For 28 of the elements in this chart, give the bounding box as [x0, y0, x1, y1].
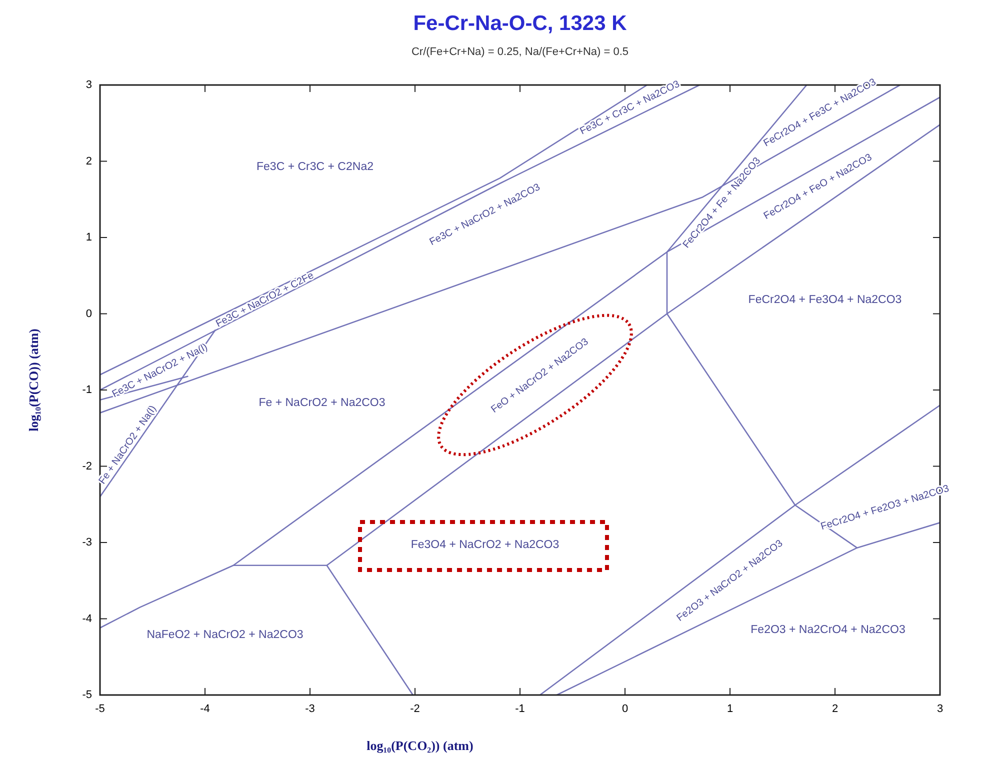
- y-tick-label: 0: [86, 308, 92, 320]
- x-axis-title: log₁₀(P(CO₂)) (atm): [366, 738, 474, 753]
- y-tick-label: 2: [86, 155, 92, 168]
- annotation: Fe + NaCrO2 + Na2CO3: [258, 397, 386, 409]
- x-tick-label: -5: [95, 703, 105, 715]
- x-tick-label: -3: [305, 703, 315, 715]
- y-axis-title: log₁₀(P(CO)) (atm): [26, 328, 41, 432]
- chart-subtitle: Cr/(Fe+Cr+Na) = 0.25, Na/(Fe+Cr+Na) = 0.5: [411, 46, 629, 58]
- x-tick-label: 0: [622, 703, 628, 715]
- y-tick-label: -4: [82, 612, 92, 625]
- x-tick-label: -4: [200, 703, 210, 715]
- chart-title: Fe-Cr-Na-O-C, 1323 K: [413, 12, 627, 35]
- x-tick-label: 2: [832, 703, 838, 715]
- annotation: Fe3C + Cr3C + C2Na2: [256, 161, 374, 173]
- y-tick-label: -3: [82, 536, 92, 548]
- y-tick-label: -2: [82, 460, 92, 472]
- x-tick-label: -2: [410, 703, 420, 715]
- y-tick-label: -1: [82, 384, 92, 396]
- annotation: FeCr2O4 + Fe3O4 + Na2CO3: [748, 294, 902, 306]
- annotation: Fe3O4 + NaCrO2 + Na2CO3: [410, 539, 560, 551]
- y-tick-label: -5: [82, 689, 92, 701]
- annotation: Fe2O3 + Na2CrO4 + Na2CO3: [750, 624, 906, 636]
- x-tick-label: -1: [515, 703, 525, 715]
- x-tick-label: 1: [726, 703, 734, 715]
- y-tick-label: 3: [86, 79, 92, 91]
- y-tick-label: 1: [86, 232, 92, 244]
- annotation: NaFeO2 + NaCrO2 + Na2CO3: [146, 629, 304, 641]
- x-tick-label: 3: [936, 703, 944, 715]
